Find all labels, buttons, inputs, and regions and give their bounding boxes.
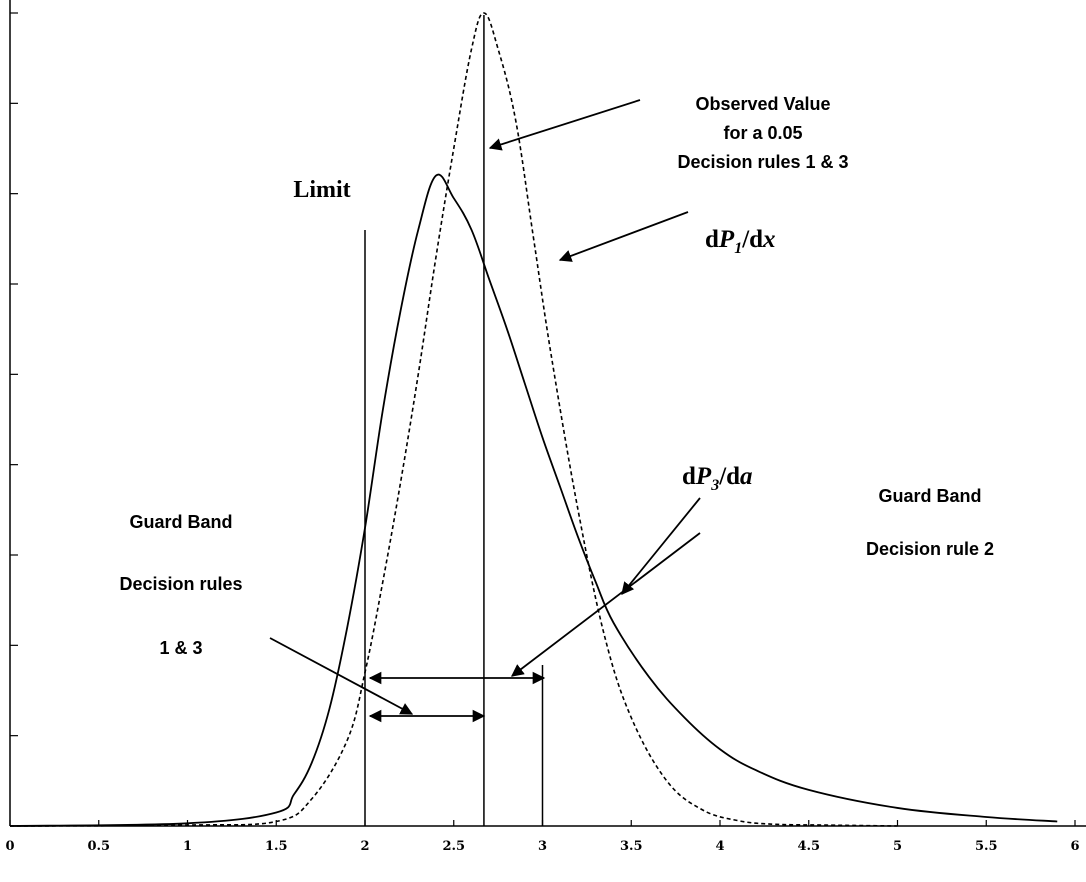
x-tick-label: 3 [538,839,547,854]
x-tick-label: 0.5 [87,839,110,854]
x-tick-label: 6 [1070,839,1079,854]
guard-left-line-3: 1 & 3 [159,638,202,658]
dp1-label: dP1/dx [705,226,776,257]
guard-left-line-2: Decision rules [119,574,242,594]
guard-right-arrow [510,532,701,677]
observed-arrow [488,99,641,151]
x-tick-label: 2 [360,839,369,854]
x-tick-label: 4.5 [797,839,820,854]
x-tick-label: 2.5 [442,839,465,854]
observed-line-2: for a 0.05 [723,123,802,143]
x-tick-label: 5.5 [975,839,998,854]
guard-left-arrow [269,637,414,715]
observed-line-3: Decision rules 1 & 3 [677,152,848,172]
y-ticks [10,12,18,737]
dp3-arrow [621,497,701,595]
dp1-arrow [558,211,689,262]
guard-right-line-2: Decision rule 2 [866,539,994,559]
vertical-lines [364,15,544,826]
dp3-label: dP3/da [682,463,753,494]
series-dp3-da-line [9,173,1058,827]
limit-label: Limit [293,177,350,203]
observed-line-1: Observed Value [695,94,830,114]
x-tick-label: 4 [715,839,724,854]
x-tick-label: 1 [183,839,192,854]
x-tick-label: 0 [5,839,14,854]
x-tick-label: 1.5 [265,839,288,854]
x-ticks: 0 0.5 1 1.5 2 2.5 3 3.5 4 4.5 5 5.5 6 [5,820,1080,854]
annotation-arrows [269,99,701,723]
x-tick-label: 3.5 [620,839,643,854]
curves [9,12,1058,827]
x-tick-label: 5 [893,839,902,854]
guard-right-line-1: Guard Band [878,486,981,506]
series-dp1-dx-line [9,12,898,827]
guard-left-line-1: Guard Band [129,512,232,532]
